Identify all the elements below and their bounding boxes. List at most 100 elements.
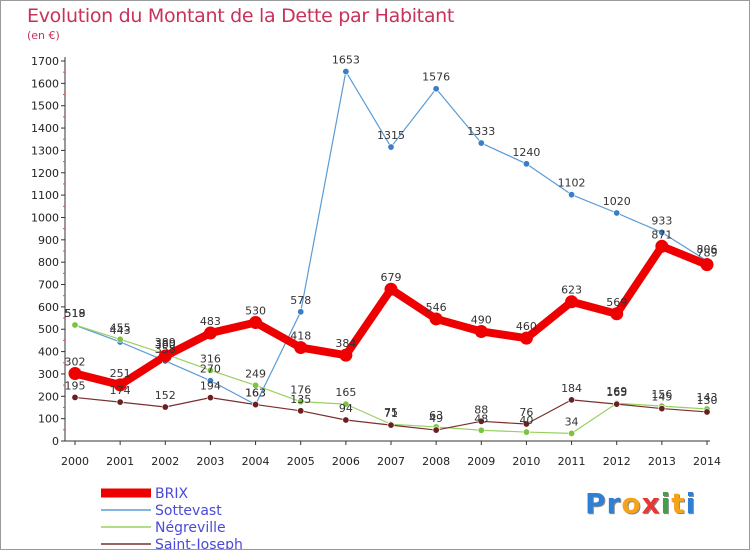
data-point (658, 228, 666, 236)
data-label: 143 (697, 391, 718, 404)
y-tick-label: 400 (38, 346, 59, 359)
data-point (342, 416, 350, 424)
data-point (703, 408, 711, 416)
data-label: 1315 (377, 129, 405, 142)
data-point (432, 426, 440, 434)
data-point (68, 366, 82, 380)
data-point (158, 349, 172, 363)
data-label: 871 (651, 228, 672, 241)
data-label: 165 (335, 386, 356, 399)
data-point (477, 426, 485, 434)
data-point (522, 160, 530, 168)
y-tick-label: 800 (38, 256, 59, 269)
data-label: 483 (200, 315, 221, 328)
data-label: 443 (110, 324, 131, 337)
data-label: 358 (155, 343, 176, 356)
data-point (113, 378, 127, 392)
data-label: 316 (200, 352, 221, 365)
data-label: 1240 (512, 146, 540, 159)
data-label: 163 (245, 387, 266, 400)
data-label: 130 (697, 394, 718, 407)
data-label: 184 (561, 382, 582, 395)
chart-subtitle: (en €) (27, 29, 60, 42)
data-point (522, 428, 530, 436)
logo-letter: i (685, 487, 697, 520)
data-point (206, 366, 214, 374)
data-label: 460 (516, 320, 537, 333)
logo-letter: x (641, 487, 661, 520)
data-label: 163 (245, 387, 266, 400)
logo-letter: o (621, 487, 642, 520)
data-label: 806 (697, 243, 718, 256)
data-point (249, 316, 263, 330)
data-label: 94 (339, 402, 353, 415)
data-point (339, 348, 353, 362)
data-point (477, 417, 485, 425)
data-label: 546 (426, 301, 447, 314)
x-tick-label: 2003 (196, 455, 224, 468)
data-label: 418 (290, 330, 311, 343)
data-label: 530 (245, 305, 266, 318)
y-tick-label: 1500 (31, 100, 59, 113)
x-tick-label: 2004 (242, 455, 270, 468)
data-label: 578 (290, 294, 311, 307)
logo-letter: P (585, 487, 607, 520)
data-point (206, 394, 214, 402)
data-label: 152 (155, 389, 176, 402)
data-point (610, 307, 624, 321)
data-point (71, 321, 79, 329)
data-point (203, 326, 217, 340)
x-tick-label: 2000 (61, 455, 89, 468)
data-label: 40 (519, 414, 533, 427)
y-tick-label: 1700 (31, 55, 59, 68)
data-label: 789 (697, 247, 718, 260)
data-point (568, 396, 576, 404)
data-point (342, 68, 350, 76)
data-point (522, 420, 530, 428)
data-label: 679 (381, 271, 402, 284)
data-label: 169 (606, 385, 627, 398)
data-label: 1020 (603, 195, 631, 208)
data-label: 1653 (332, 54, 360, 67)
data-point (474, 324, 488, 338)
y-tick-label: 600 (38, 301, 59, 314)
data-point (384, 282, 398, 296)
data-point (568, 191, 576, 199)
data-point (519, 331, 533, 345)
x-tick-label: 2002 (151, 455, 179, 468)
data-label: 48 (474, 412, 488, 425)
data-label: 1333 (467, 125, 495, 138)
data-label: 71 (384, 407, 398, 420)
data-point (71, 393, 79, 401)
y-tick-label: 1100 (31, 189, 59, 202)
data-point (116, 335, 124, 343)
y-tick-label: 500 (38, 323, 59, 336)
data-label: 251 (110, 367, 131, 380)
data-point (297, 407, 305, 415)
y-tick-label: 1600 (31, 77, 59, 90)
data-label: 490 (471, 313, 492, 326)
data-point (477, 139, 485, 147)
data-label: 34 (565, 415, 579, 428)
data-label: 156 (651, 388, 672, 401)
data-label: 623 (561, 284, 582, 297)
y-tick-label: 700 (38, 279, 59, 292)
data-point (568, 429, 576, 437)
legend-label: BRIX (155, 486, 188, 502)
data-label: 1576 (422, 71, 450, 84)
data-point (429, 312, 443, 326)
data-point (387, 421, 395, 429)
data-point (294, 341, 308, 355)
x-tick-label: 2009 (467, 455, 495, 468)
data-point (116, 398, 124, 406)
data-label: 135 (290, 393, 311, 406)
y-tick-label: 1300 (31, 144, 59, 157)
x-tick-label: 2008 (422, 455, 450, 468)
y-tick-label: 1400 (31, 122, 59, 135)
data-label: 455 (110, 321, 131, 334)
y-tick-label: 200 (38, 390, 59, 403)
legend-label: Sottevast (155, 503, 222, 519)
data-label: 76 (519, 406, 533, 419)
x-tick-label: 2013 (648, 455, 676, 468)
data-point (297, 398, 305, 406)
